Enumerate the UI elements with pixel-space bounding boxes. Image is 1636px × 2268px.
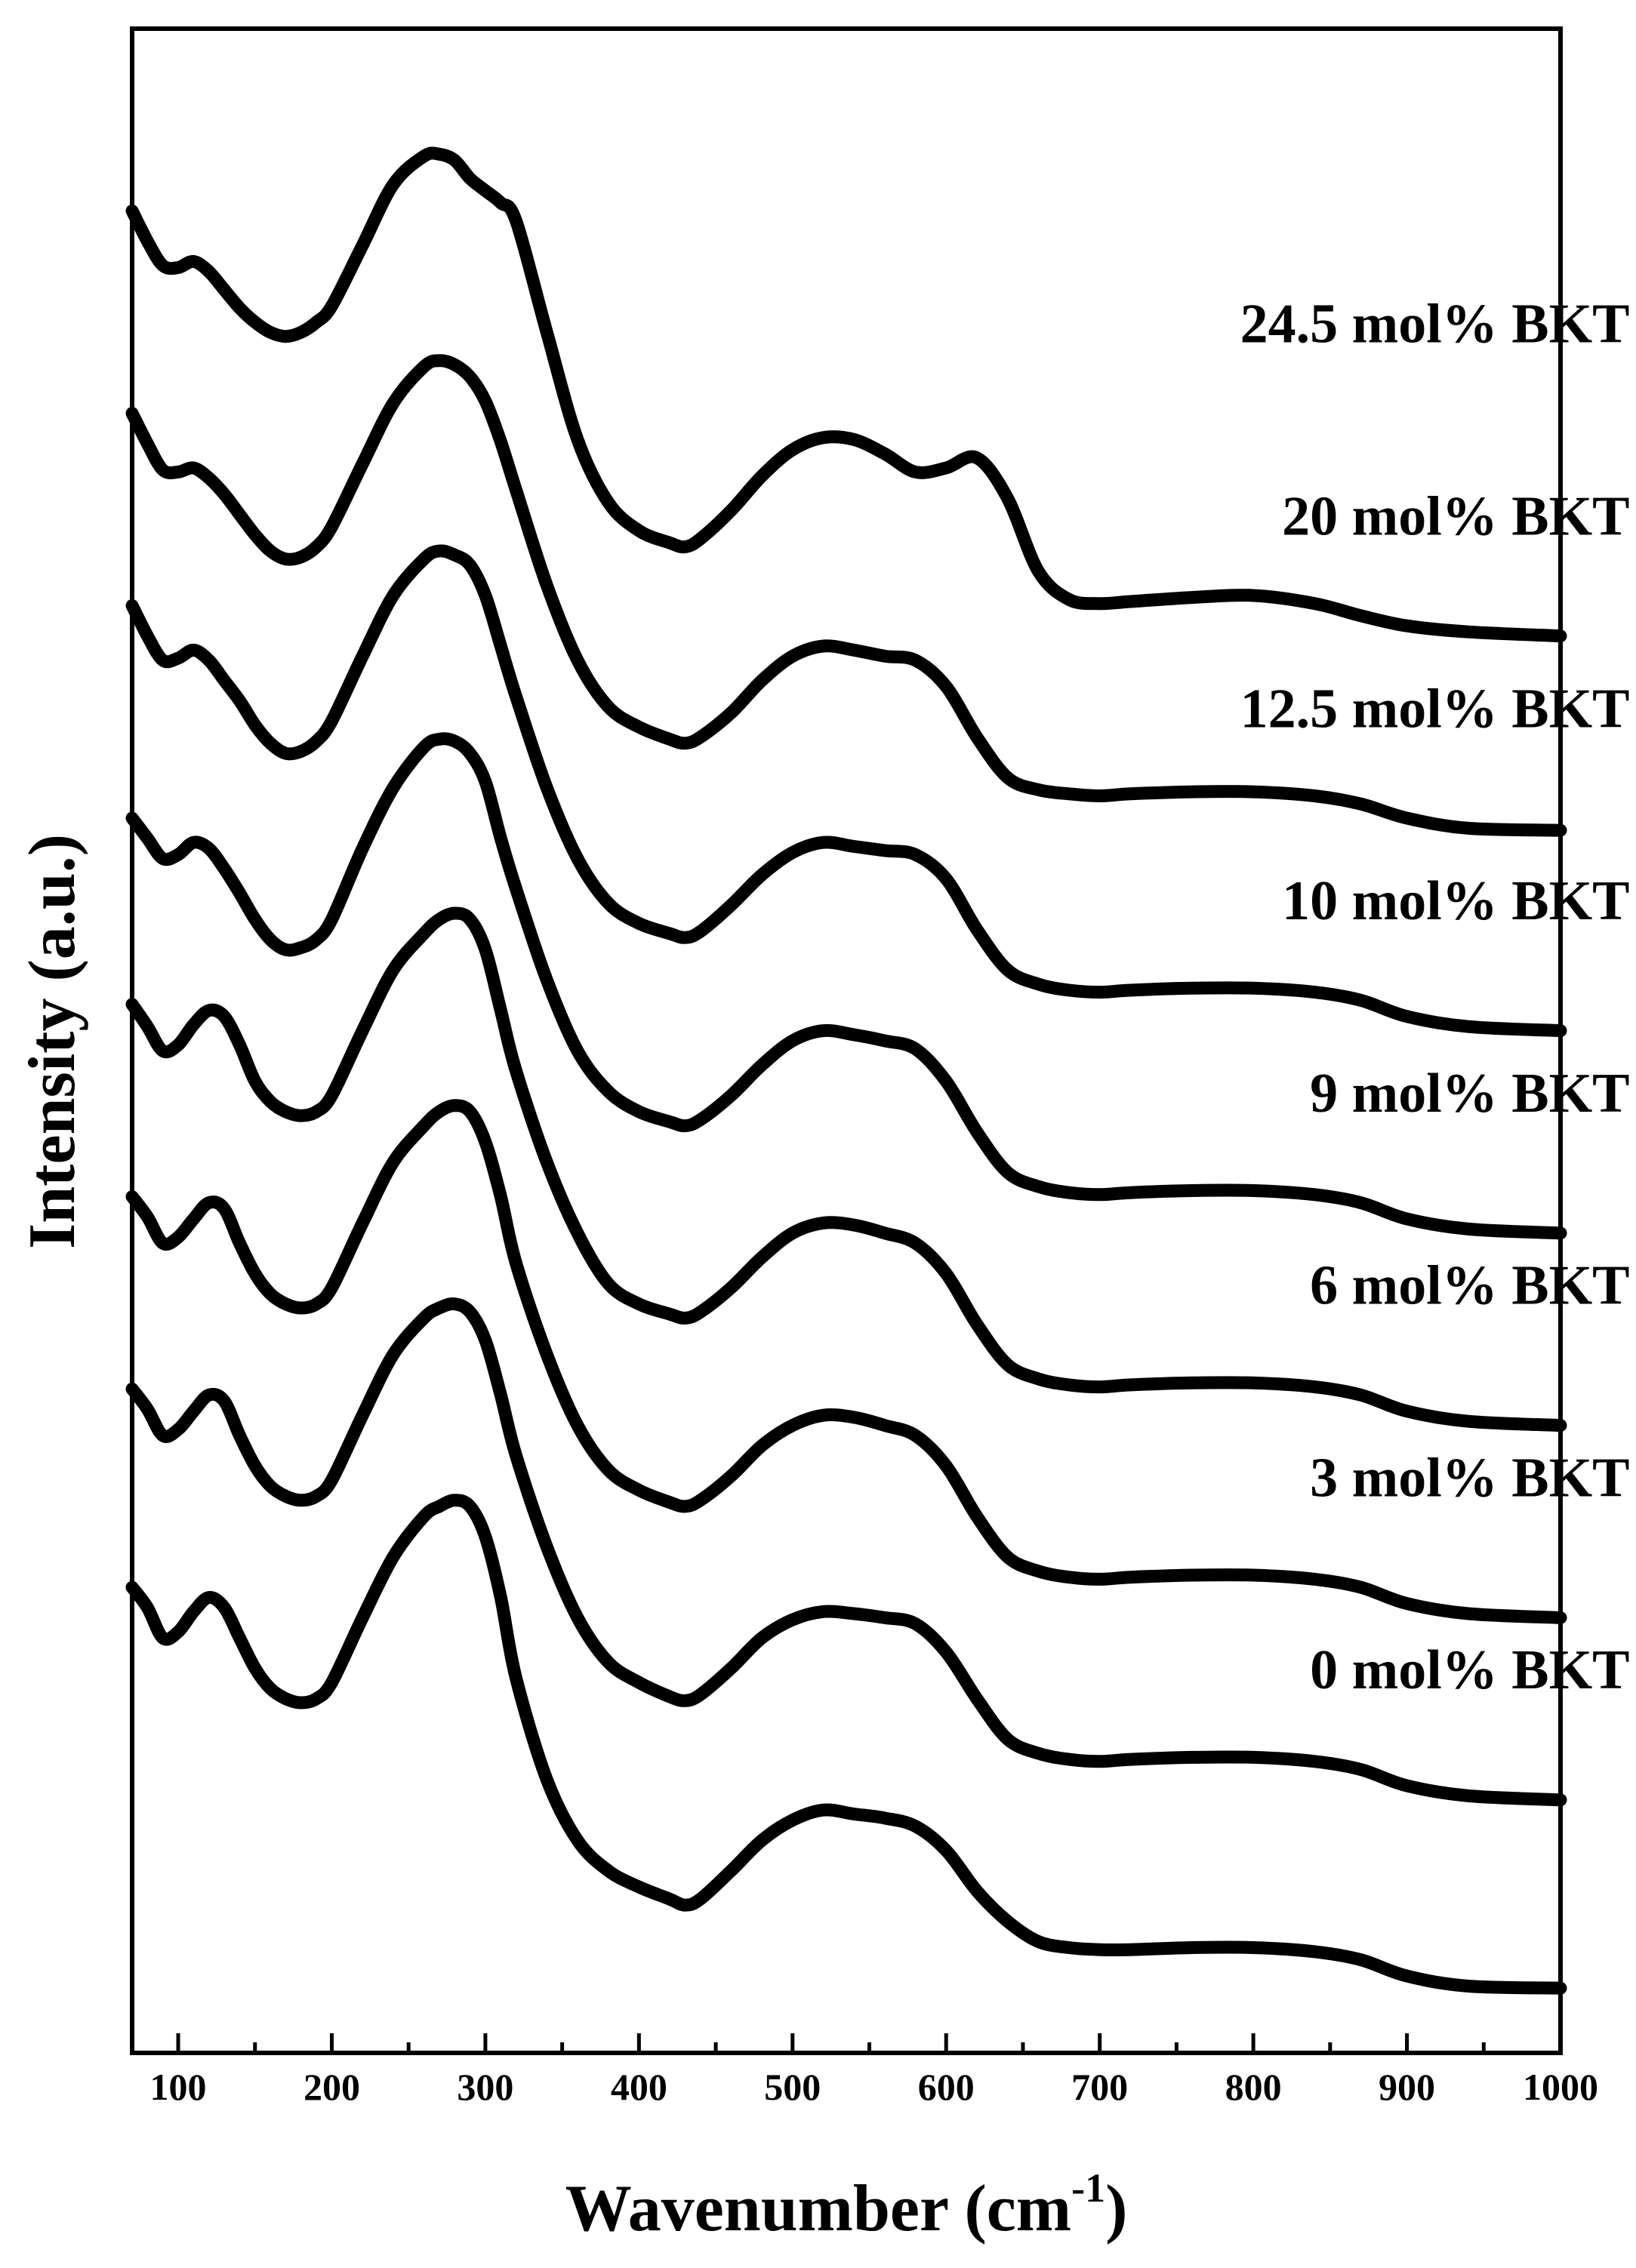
x-axis-title-superscript: -1 (1071, 2165, 1105, 2211)
spectrum-line (125, 354, 1567, 837)
spectrum-line (125, 732, 1567, 1240)
plot-frame (130, 26, 1563, 2055)
x-axis-title-close: ) (1105, 2172, 1127, 2245)
spectrum-line (125, 1099, 1567, 1624)
x-axis-title: Wavenumber (cm-1) (565, 2165, 1128, 2245)
spectrum-line (125, 1297, 1567, 1807)
x-tick-label: 100 (150, 2066, 207, 2108)
x-tick-label: 1000 (1523, 2066, 1598, 2108)
x-tick-label: 400 (611, 2066, 667, 2108)
series-label: 24.5 mol% BKT (1240, 294, 1630, 355)
x-axis-title-main: Wavenumber (cm (565, 2172, 1072, 2245)
x-axis-tick-labels: 100 200 300 400 500 600 700 800 900 1000 (150, 2066, 1598, 2108)
series-label: 12.5 mol% BKT (1240, 678, 1630, 740)
spectra-labels: 0 mol% BKT 3 mol% BKT 6 mol% BKT 9 mol% BKT… (1240, 294, 1630, 1702)
x-tick-label: 900 (1379, 2066, 1435, 2108)
x-axis-ticks (176, 2033, 1563, 2053)
x-tick-label: 800 (1225, 2066, 1282, 2108)
series-label: 0 mol% BKT (1310, 1639, 1629, 1701)
x-tick-label: 200 (303, 2066, 360, 2108)
series-label: 20 mol% BKT (1282, 486, 1629, 548)
x-tick-label: 600 (918, 2066, 975, 2108)
spectra-lines (125, 146, 1567, 1995)
series-label: 3 mol% BKT (1310, 1447, 1629, 1509)
x-tick-label: 700 (1071, 2066, 1128, 2108)
series-label: 10 mol% BKT (1282, 870, 1629, 932)
x-tick-label: 300 (457, 2066, 513, 2108)
series-label: 9 mol% BKT (1310, 1063, 1629, 1125)
series-label: 6 mol% BKT (1310, 1255, 1629, 1317)
spectrum-line (125, 1494, 1567, 1995)
spectrum-line (125, 906, 1567, 1433)
spectrum-line (125, 146, 1567, 643)
spectrum-line (125, 544, 1567, 1038)
y-axis-title: Intensity (a.u.) (16, 834, 89, 1249)
x-tick-label: 500 (764, 2066, 821, 2108)
